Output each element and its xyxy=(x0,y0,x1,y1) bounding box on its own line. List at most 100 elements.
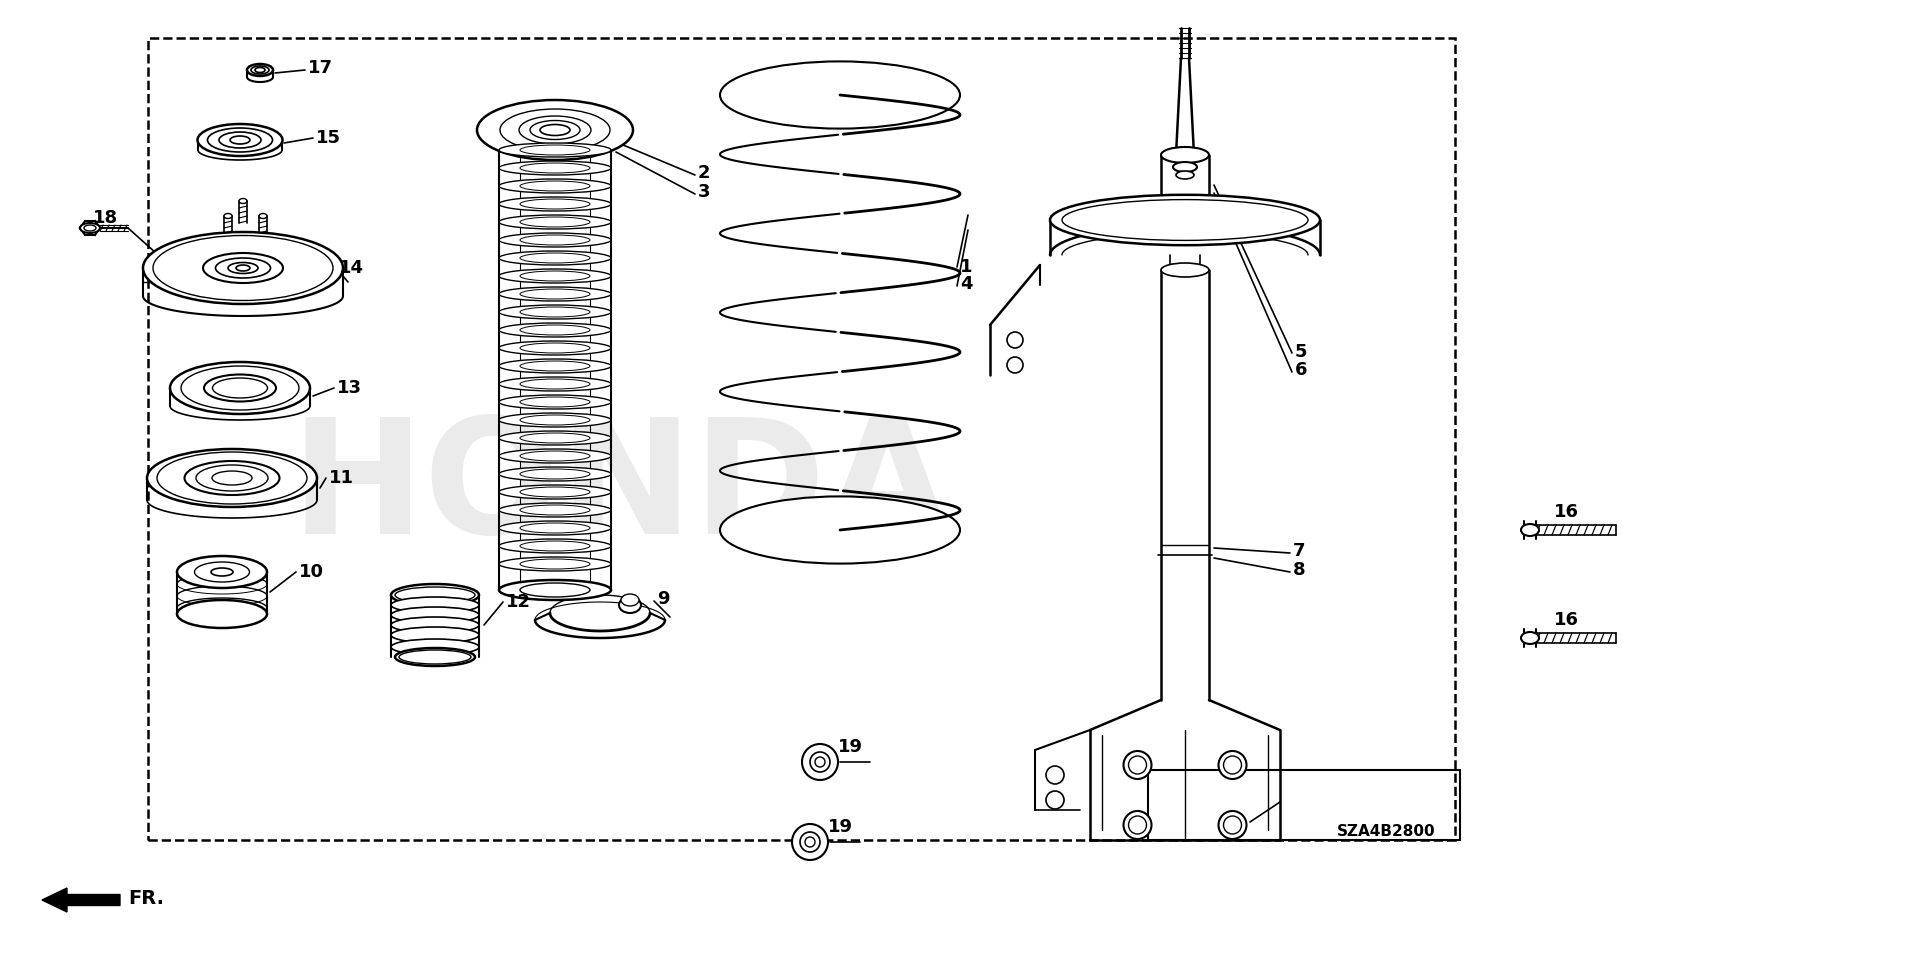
Ellipse shape xyxy=(1050,195,1321,246)
Ellipse shape xyxy=(1175,171,1194,179)
Text: 4: 4 xyxy=(960,275,973,293)
Circle shape xyxy=(1123,751,1152,779)
Ellipse shape xyxy=(157,452,307,504)
Ellipse shape xyxy=(520,505,589,515)
Text: 10: 10 xyxy=(300,563,324,581)
Ellipse shape xyxy=(520,289,589,299)
Ellipse shape xyxy=(396,587,474,603)
Text: 11: 11 xyxy=(328,469,353,487)
Ellipse shape xyxy=(392,607,478,623)
Circle shape xyxy=(814,757,826,767)
Ellipse shape xyxy=(520,487,589,497)
Ellipse shape xyxy=(476,100,634,160)
Ellipse shape xyxy=(499,179,611,193)
Ellipse shape xyxy=(540,125,570,135)
Text: 13: 13 xyxy=(338,379,363,397)
Ellipse shape xyxy=(520,235,589,245)
Ellipse shape xyxy=(518,116,591,144)
Ellipse shape xyxy=(236,265,250,271)
Ellipse shape xyxy=(499,233,611,247)
Ellipse shape xyxy=(499,323,611,337)
Bar xyxy=(148,38,1455,840)
Circle shape xyxy=(1219,751,1246,779)
Ellipse shape xyxy=(177,556,267,588)
Text: 2: 2 xyxy=(699,164,710,182)
Ellipse shape xyxy=(499,413,611,427)
Bar xyxy=(1148,770,1459,840)
Circle shape xyxy=(1123,811,1152,839)
Ellipse shape xyxy=(194,562,250,582)
Ellipse shape xyxy=(1162,147,1210,163)
Ellipse shape xyxy=(499,557,611,571)
Circle shape xyxy=(1046,766,1064,784)
Ellipse shape xyxy=(392,627,478,643)
Text: 5: 5 xyxy=(1294,343,1308,361)
Text: 19: 19 xyxy=(828,818,852,836)
Ellipse shape xyxy=(520,163,589,173)
Circle shape xyxy=(804,837,814,847)
Ellipse shape xyxy=(499,215,611,229)
Text: 6: 6 xyxy=(1294,361,1308,379)
Ellipse shape xyxy=(499,539,611,553)
Ellipse shape xyxy=(720,497,960,564)
Text: 15: 15 xyxy=(317,129,342,147)
Text: 8: 8 xyxy=(1292,561,1306,579)
Circle shape xyxy=(801,832,820,852)
Ellipse shape xyxy=(259,214,267,219)
Text: 3: 3 xyxy=(699,183,710,201)
Ellipse shape xyxy=(499,109,611,151)
Ellipse shape xyxy=(618,597,641,613)
Text: SZA4B2800: SZA4B2800 xyxy=(1336,825,1434,839)
Ellipse shape xyxy=(184,461,280,495)
Ellipse shape xyxy=(520,361,589,371)
Circle shape xyxy=(1223,816,1242,834)
Ellipse shape xyxy=(520,559,589,569)
Ellipse shape xyxy=(81,223,100,233)
Ellipse shape xyxy=(520,271,589,281)
Ellipse shape xyxy=(225,214,232,219)
Ellipse shape xyxy=(148,449,317,507)
Ellipse shape xyxy=(530,121,580,139)
Ellipse shape xyxy=(207,128,273,152)
Ellipse shape xyxy=(228,263,257,273)
Ellipse shape xyxy=(499,431,611,445)
Ellipse shape xyxy=(520,181,589,191)
Ellipse shape xyxy=(499,503,611,517)
Ellipse shape xyxy=(1062,199,1308,241)
Ellipse shape xyxy=(84,225,96,231)
Text: 7: 7 xyxy=(1292,542,1306,560)
Ellipse shape xyxy=(198,124,282,156)
Circle shape xyxy=(810,752,829,772)
Ellipse shape xyxy=(396,648,474,666)
Ellipse shape xyxy=(499,341,611,355)
Circle shape xyxy=(1006,332,1023,348)
Text: 18: 18 xyxy=(92,209,119,227)
Ellipse shape xyxy=(252,66,269,74)
Ellipse shape xyxy=(499,521,611,535)
Ellipse shape xyxy=(177,600,267,628)
Ellipse shape xyxy=(248,64,273,76)
Ellipse shape xyxy=(520,199,589,209)
Ellipse shape xyxy=(520,217,589,227)
Ellipse shape xyxy=(499,287,611,301)
Ellipse shape xyxy=(520,541,589,551)
Ellipse shape xyxy=(215,258,271,278)
Ellipse shape xyxy=(499,305,611,319)
Ellipse shape xyxy=(211,568,232,576)
Text: 1: 1 xyxy=(960,258,973,276)
Text: 16: 16 xyxy=(1553,503,1578,521)
Ellipse shape xyxy=(520,343,589,353)
Ellipse shape xyxy=(392,639,478,655)
Ellipse shape xyxy=(520,253,589,263)
Ellipse shape xyxy=(520,379,589,389)
Text: 9: 9 xyxy=(657,590,670,608)
Circle shape xyxy=(1129,816,1146,834)
Ellipse shape xyxy=(154,236,332,300)
Circle shape xyxy=(1219,811,1246,839)
Ellipse shape xyxy=(520,451,589,461)
Ellipse shape xyxy=(520,523,589,533)
Circle shape xyxy=(1046,791,1064,809)
Ellipse shape xyxy=(520,145,589,155)
Ellipse shape xyxy=(499,161,611,175)
Text: FR.: FR. xyxy=(129,890,163,908)
